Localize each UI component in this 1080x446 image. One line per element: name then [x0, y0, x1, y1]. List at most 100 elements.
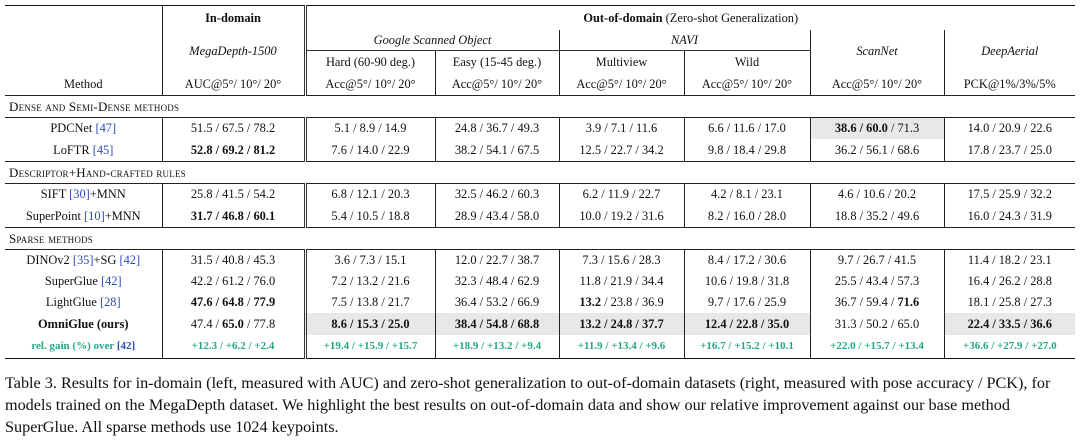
- value-cell: 7.3 / 15.6 / 28.3: [558, 249, 684, 271]
- value-cell: 22.4 / 33.5 / 36.6: [943, 313, 1076, 335]
- value-cell: 9.8 / 18.4 / 29.8: [683, 139, 810, 162]
- method-name: SuperGlue: [44, 274, 101, 289]
- citation-ref: [42]: [116, 340, 136, 352]
- out-domain-header: Out-of-domain (Zero-shot Generalization): [303, 5, 1076, 30]
- table-caption: Table 3. Results for in-domain (left, me…: [5, 374, 1051, 436]
- value-text: 6.6 / 11.6 / 17.0: [708, 121, 786, 136]
- value-cell: 3.6 / 7.3 / 15.1: [303, 249, 435, 271]
- value-text: 13.2 / 24.8 / 37.7: [579, 316, 664, 331]
- value-cell: 38.6 / 60.0 / 71.3: [809, 117, 944, 139]
- citation-ref: [45]: [92, 142, 114, 157]
- value-cell: 32.3 / 48.4 / 62.9: [434, 271, 559, 292]
- value-text: 16.4 / 26.2 / 28.8: [967, 274, 1052, 289]
- value-text: 47.4 /: [190, 316, 223, 331]
- value-cell: 47.6 / 64.8 / 77.9: [161, 292, 305, 313]
- table-body: In-domain Out-of-domain (Zero-shot Gener…: [5, 5, 1076, 359]
- section-title: Descriptor+Hand-crafted rules: [5, 161, 1076, 184]
- method-cell: SIFT [30]+MNN: [5, 184, 162, 206]
- method-suffix: +MNN: [89, 187, 126, 202]
- gain-cell: +22.0 / +15.7 / +13.4: [809, 335, 944, 359]
- value-cell: 8.2 / 16.0 / 28.0: [683, 205, 810, 228]
- gain-label: rel. gain (%) over: [31, 340, 117, 352]
- value-text: 36.2 / 56.1 / 68.6: [834, 142, 920, 157]
- value-text: 7.5 / 13.8 / 21.7: [331, 295, 410, 310]
- table-row: LoFTR [45] 52.8 / 69.2 / 81.2 7.6 / 14.0 /…: [5, 139, 1076, 162]
- gain-cell: +16.7 / +15.2 / +10.1: [683, 335, 810, 359]
- method-suffix: +MNN: [104, 208, 141, 223]
- value-text: /: [243, 295, 254, 310]
- gain-cell: +18.9 / +13.2 / +9.4: [434, 335, 559, 359]
- value-text: 7.3 / 15.6 / 28.3: [582, 253, 661, 268]
- table-row: OmniGlue (ours) 47.4 / 65.0 / 77.8 8.6 / 1…: [5, 313, 1076, 335]
- value-cell: 9.7 / 17.6 / 25.9: [683, 292, 810, 313]
- value-cell: 5.4 / 10.5 / 18.8: [303, 205, 435, 228]
- value-cell: 17.5 / 25.9 / 32.2: [943, 183, 1076, 205]
- value-cell: 12.5 / 22.7 / 34.2: [558, 139, 684, 162]
- value-cell: 24.8 / 36.7 / 49.3: [434, 117, 559, 139]
- out-domain-label: Out-of-domain: [583, 10, 663, 25]
- megadepth-header: MegaDepth-1500: [161, 30, 305, 73]
- gain-cell: +36.6 / +27.9 / +27.0: [943, 335, 1076, 359]
- method-name: SIFT: [40, 187, 70, 202]
- value-cell: 36.2 / 56.1 / 68.6: [809, 139, 944, 162]
- value-text: 24.8 / 36.7 / 49.3: [454, 121, 540, 136]
- value-text: / 71.3: [887, 121, 920, 136]
- value-cell: 31.7 / 46.8 / 60.1: [161, 205, 305, 228]
- method-cell: LoFTR [45]: [5, 139, 162, 162]
- value-cell: 16.4 / 26.2 / 28.8: [943, 271, 1076, 292]
- value-cell: 7.5 / 13.8 / 21.7: [303, 292, 435, 313]
- value-cell: 12.4 / 22.8 / 35.0: [683, 313, 810, 335]
- metric-acc-navi-multi: Acc@5°/ 10°/ 20°: [558, 73, 684, 96]
- value-text: 9.7 / 17.6 / 25.9: [707, 295, 787, 310]
- method-header: Method: [5, 73, 162, 96]
- value-cell: 6.6 / 11.6 / 17.0: [683, 117, 810, 139]
- value-cell: 18.8 / 35.2 / 49.6: [809, 205, 944, 228]
- value-cell: 6.2 / 11.9 / 22.7: [558, 183, 684, 205]
- citation-ref: [35]: [72, 253, 94, 268]
- value-text: 4.6 / 10.6 / 20.2: [837, 187, 917, 202]
- metric-acc-navi-wild: Acc@5°/ 10°/ 20°: [683, 73, 810, 96]
- value-cell: 6.8 / 12.1 / 20.3: [303, 183, 435, 205]
- value-text: 7.2 / 13.2 / 21.6: [331, 274, 410, 289]
- gain-row: rel. gain (%) over [42] +12.3 / +6.2 / +2…: [5, 335, 1076, 359]
- navi-wild-header: Wild: [683, 50, 810, 73]
- value-text: 7.6 / 14.0 / 22.9: [331, 142, 410, 157]
- value-text: 11.8 / 21.9 / 34.4: [579, 274, 664, 289]
- value-cell: 31.3 / 50.2 / 65.0: [809, 313, 944, 335]
- metric-acc-gso-hard: Acc@5°/ 10°/ 20°: [303, 73, 435, 96]
- value-cell: 9.7 / 26.7 / 41.5: [809, 249, 944, 271]
- header-blank: [5, 5, 162, 30]
- value-text: 10.0 / 19.2 / 31.6: [579, 208, 664, 223]
- value-cell: 36.7 / 59.4 / 71.6: [809, 292, 944, 313]
- value-text: 8.4 / 17.2 / 30.6: [707, 253, 787, 268]
- value-cell: 18.1 / 25.8 / 27.3: [943, 292, 1076, 313]
- value-cell: 3.9 / 7.1 / 11.6: [558, 117, 684, 139]
- value-cell: 25.5 / 43.4 / 57.3: [809, 271, 944, 292]
- method-cell: DINOv2 [35]+SG [42]: [5, 250, 162, 272]
- value-text: 12.4 / 22.8 / 35.0: [704, 316, 790, 331]
- metric-auc: AUC@5°/ 10°/ 20°: [161, 73, 305, 96]
- section-title: Sparse methods: [5, 227, 1076, 250]
- method-cell: PDCNet [47]: [5, 118, 162, 140]
- gain-cell: +12.3 / +6.2 / +2.4: [161, 335, 305, 359]
- method-name: LoFTR: [53, 142, 93, 157]
- header-row-2: MegaDepth-1500 Google Scanned Object NAV…: [5, 30, 1076, 73]
- method-name: SuperPoint: [25, 208, 85, 223]
- table-row: SuperGlue [42] 42.2 / 61.2 / 76.0 7.2 / 13…: [5, 271, 1076, 292]
- value-text: 22.4 / 33.5 / 36.6: [967, 316, 1052, 331]
- method-cell: LightGlue [28]: [5, 292, 162, 313]
- value-cell: 13.2 / 24.8 / 37.7: [558, 313, 684, 335]
- value-text: 6.2 / 11.9 / 22.7: [582, 187, 661, 202]
- value-text: 4.2 / 8.1 / 23.1: [711, 187, 783, 202]
- value-text: 18.1 / 25.8 / 27.3: [967, 295, 1052, 310]
- table-row: DINOv2 [35]+SG [42] 31.5 / 40.8 / 45.3 3.6…: [5, 249, 1076, 272]
- value-text: 13.2: [579, 295, 602, 310]
- value-cell: 13.2 / 23.8 / 36.9: [558, 292, 684, 313]
- method-name: OmniGlue (ours): [37, 316, 129, 331]
- navi-header: NAVI: [558, 30, 810, 51]
- value-text: 31.5 / 40.8 / 45.3: [190, 253, 276, 268]
- section-header-row: Dense and Semi-Dense methods: [5, 95, 1076, 118]
- scannet-header: ScanNet: [809, 30, 944, 73]
- value-cell: 14.0 / 20.9 / 22.6: [943, 117, 1076, 139]
- navi-multiview-header: Multiview: [558, 50, 684, 73]
